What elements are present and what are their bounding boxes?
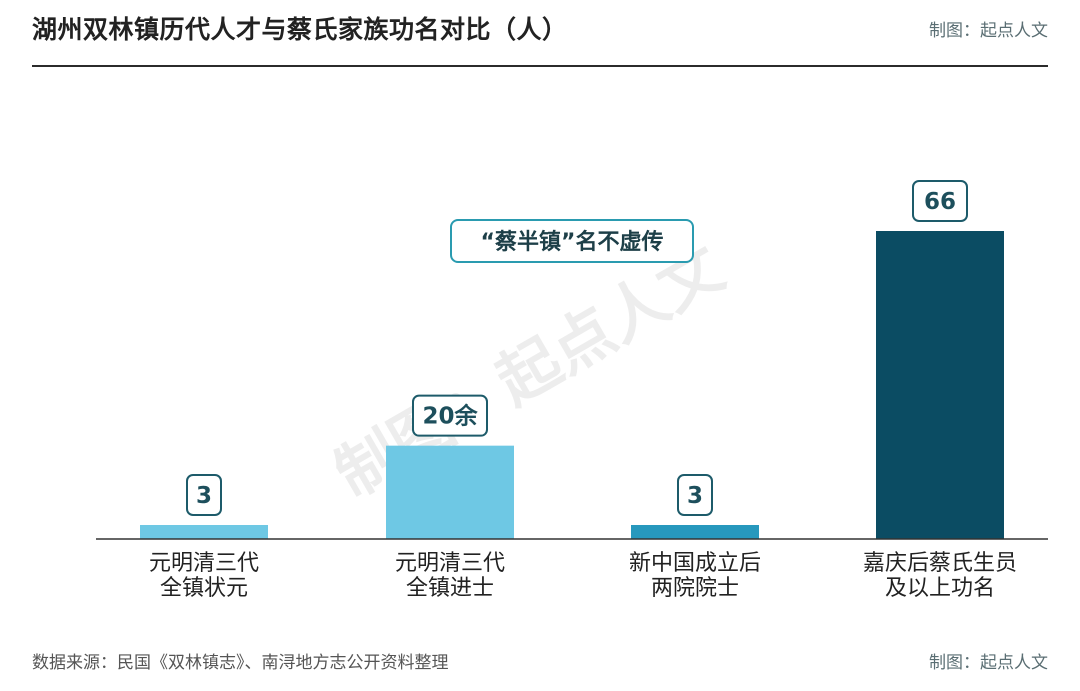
- category-label-3-line-2: 两院院士: [651, 576, 739, 601]
- data-label-box: [677, 474, 713, 516]
- category-label-4-line-1: 嘉庆后蔡氏生员: [863, 551, 1017, 576]
- data-label-2: 20余: [412, 394, 488, 437]
- data-label-box: [412, 394, 488, 437]
- source-note: 数据来源：民国《双林镇志》、南浔地方志公开资料整理: [32, 653, 449, 673]
- callout-text: “蔡半镇”名不虚传: [481, 229, 664, 255]
- data-label-1: 3: [186, 474, 222, 516]
- callout: “蔡半镇”名不虚传: [450, 219, 694, 263]
- category-label-2-line-1: 元明清三代: [395, 551, 505, 576]
- data-label-text: 3: [687, 483, 703, 509]
- bar-4: [876, 231, 1004, 539]
- data-label-text: 66: [924, 189, 956, 215]
- category-label-1-line-1: 元明清三代: [149, 551, 259, 576]
- chart-title: 湖州双林镇历代人才与蔡氏家族功名对比（人）: [32, 15, 568, 44]
- watermark-text: 制图：起点人文: [323, 231, 735, 511]
- credit-bottom: 制图：起点人文: [929, 653, 1048, 673]
- data-label-4: 66: [912, 180, 968, 222]
- data-label-box: [186, 474, 222, 516]
- data-label-3: 3: [677, 474, 713, 516]
- data-label-box: [912, 180, 968, 222]
- category-label-1-line-2: 全镇状元: [160, 576, 248, 601]
- bar-1: [140, 525, 268, 539]
- data-label-text: 3: [196, 483, 212, 509]
- category-label-2-line-2: 全镇进士: [406, 576, 494, 601]
- title-rule: [32, 65, 1048, 67]
- callout-box: [450, 219, 694, 263]
- data-labels: 3 20余 3 66: [186, 180, 968, 516]
- category-label-4-line-2: 及以上功名: [885, 576, 995, 601]
- category-label-3-line-1: 新中国成立后: [629, 551, 761, 576]
- credit-top: 制图：起点人文: [929, 21, 1048, 41]
- bar-2: [386, 445, 514, 539]
- data-label-text: 20余: [422, 403, 478, 430]
- watermark: 制图：起点人文: [323, 231, 735, 511]
- bars: [140, 231, 1004, 539]
- bar-3: [631, 525, 759, 539]
